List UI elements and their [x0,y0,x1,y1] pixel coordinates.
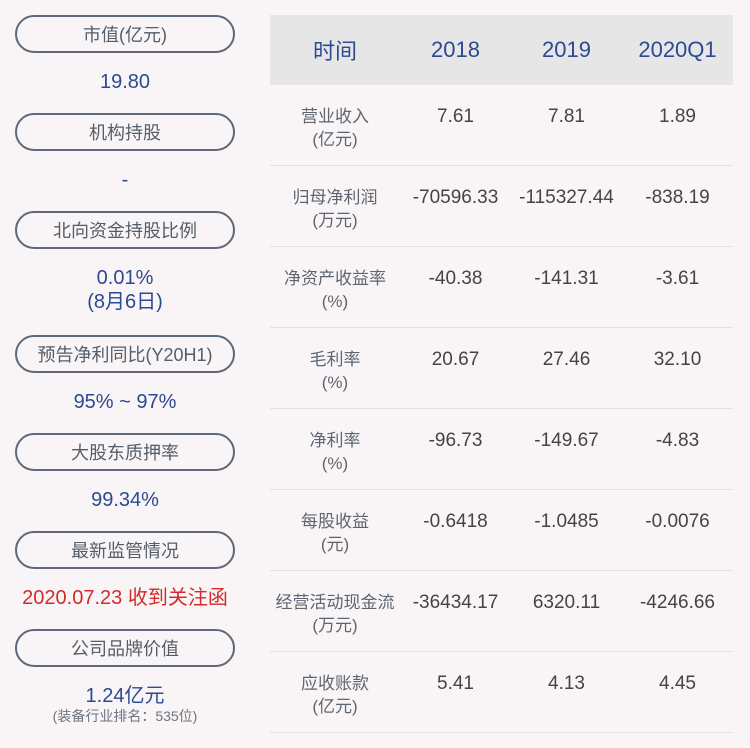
row-label: 归母净利润 (万元) [270,166,400,232]
metric-name: 经营活动现金流 [275,593,395,612]
brand-value-amount: 1.24亿元 [85,685,165,707]
table-row: 净利率 (%) -96.73 -149.67 -4.83 [270,409,733,490]
label-text: 大股东质押率 [71,443,179,463]
pledge-ratio-value: 99.34% [91,489,159,511]
brand-value-value: 1.24亿元 (装备行业排名：535位) [0,684,250,724]
market-cap-label: 市值(亿元) [15,15,235,53]
metric-name: 营业收入 [301,107,369,126]
cell: -36434.17 [412,592,499,613]
label-text: 公司品牌价值 [71,639,179,659]
header-time: 时间 [312,39,357,64]
cell: 32.10 [653,349,702,370]
row-label: 经营活动现金流 (万元) [270,571,400,637]
northbound-percent: 0.01% [96,267,154,289]
institutional-holding-label: 机构持股 [15,113,235,151]
cell: -1.0485 [534,511,599,532]
metric-name: 应收账款 [301,674,369,693]
metric-unit: (%) [321,292,349,311]
brand-value-rank: (装备行业排名：535位) [52,708,198,724]
metric-unit: (亿元) [312,697,358,716]
market-cap-value: 19.80 [99,71,151,93]
row-label: 每股收益 (元) [270,490,400,556]
metric-unit: (%) [321,373,349,392]
institutional-holding-value: - [121,169,129,191]
cell: -141.31 [534,268,599,289]
label-text: 机构持股 [89,123,161,143]
regulatory-status-label: 最新监管情况 [15,531,235,569]
cell: 27.46 [542,349,591,370]
row-label: 毛利率 (%) [270,328,400,394]
northbound-holding-label: 北向资金持股比例 [15,211,235,249]
pledge-ratio-label: 大股东质押率 [15,433,235,471]
metric-unit: (万元) [312,211,358,230]
profit-forecast-value: 95% ~ 97% [73,391,177,413]
metric-name: 毛利率 [309,350,361,369]
label-text: 北向资金持股比例 [53,221,197,241]
cell: -838.19 [645,187,710,208]
cell: 7.61 [437,106,474,127]
northbound-holding-value: 0.01% (8月6日) [0,266,250,314]
metric-unit: (万元) [312,616,358,635]
cell: -149.67 [534,430,599,451]
cell: -96.73 [428,430,483,451]
cell: -0.0076 [645,511,710,532]
header-2020q1: 2020Q1 [638,37,717,62]
row-label: 应收账款 (亿元) [270,652,400,718]
profit-forecast-label: 预告净利同比(Y20H1) [15,335,235,373]
table-header: 时间 2018 2019 2020Q1 [270,15,733,85]
regulatory-status-value: 2020.07.23 收到关注函 [22,587,228,609]
cell: 7.81 [548,106,585,127]
table-row: 营业收入 (亿元) 7.61 7.81 1.89 [270,85,733,166]
row-label: 净利率 (%) [270,409,400,475]
table-row: 经营活动现金流 (万元) -36434.17 6320.11 -4246.66 [270,571,733,652]
header-2019: 2019 [542,37,591,62]
metric-unit: (亿元) [312,130,358,149]
cell: -40.38 [428,268,483,289]
metric-name: 归母净利润 [292,188,378,207]
cell: -0.6418 [423,511,488,532]
label-text: 市值(亿元) [83,25,167,45]
cell: -70596.33 [412,187,499,208]
header-2018: 2018 [431,37,480,62]
cell: 4.45 [659,673,696,694]
metric-name: 净利率 [309,431,361,450]
financial-table: 时间 2018 2019 2020Q1 营业收入 (亿元) 7.61 7.81 1… [270,15,733,733]
cell: -115327.44 [519,187,614,208]
cell: -4.83 [655,430,700,451]
label-text: 最新监管情况 [71,541,179,561]
metric-unit: (元) [320,535,350,554]
label-text: 预告净利同比(Y20H1) [37,345,213,365]
cell: 6320.11 [532,592,601,613]
table-row: 净资产收益率 (%) -40.38 -141.31 -3.61 [270,247,733,328]
table-row: 每股收益 (元) -0.6418 -1.0485 -0.0076 [270,490,733,571]
row-label: 净资产收益率 (%) [270,247,400,313]
table-row: 应收账款 (亿元) 5.41 4.13 4.45 [270,652,733,733]
table-row: 归母净利润 (万元) -70596.33 -115327.44 -838.19 [270,166,733,247]
cell: 4.13 [548,673,585,694]
cell: -4246.66 [639,592,715,613]
metric-name: 净资产收益率 [284,269,386,288]
table-row: 毛利率 (%) 20.67 27.46 32.10 [270,328,733,409]
cell: 5.41 [437,673,474,694]
northbound-date: (8月6日) [87,291,163,313]
cell: 1.89 [659,106,696,127]
row-label: 营业收入 (亿元) [270,85,400,151]
metric-unit: (%) [321,454,349,473]
cell: -3.61 [655,268,700,289]
cell: 20.67 [431,349,480,370]
brand-value-label: 公司品牌价值 [15,629,235,667]
metric-name: 每股收益 [301,512,369,531]
